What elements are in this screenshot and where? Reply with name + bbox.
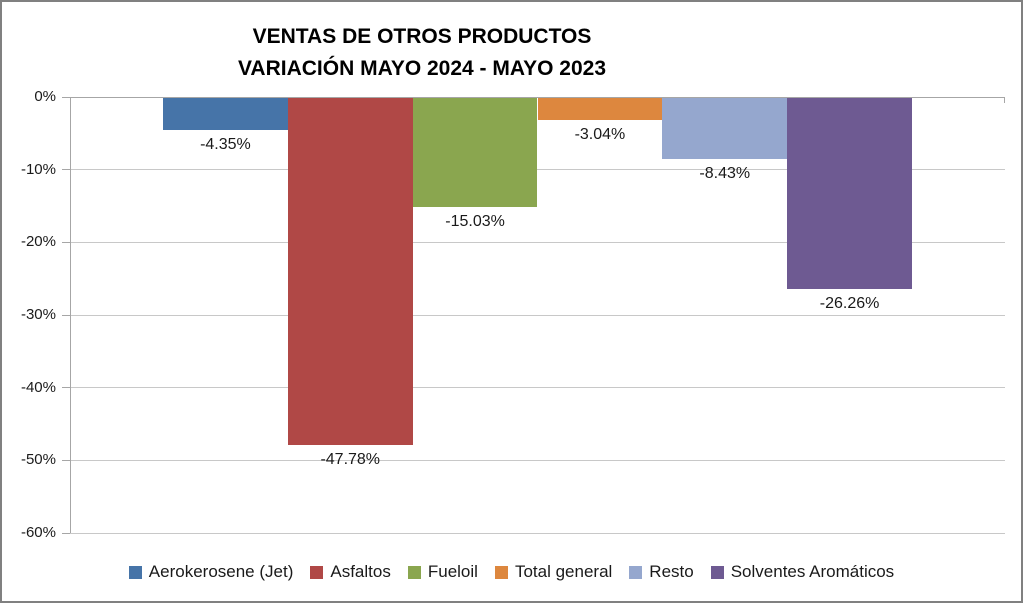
bar-data-label: -47.78% bbox=[320, 451, 381, 469]
x-axis-line bbox=[70, 96, 1005, 98]
y-axis-tick bbox=[62, 241, 70, 243]
legend-item-total-general: Total general bbox=[494, 562, 613, 582]
y-tick-label: -50% bbox=[20, 451, 56, 469]
bar-fueloil bbox=[412, 98, 538, 208]
bar-data-label: -26.26% bbox=[819, 294, 880, 312]
legend-swatch bbox=[629, 565, 643, 579]
y-tick-label: 0% bbox=[34, 88, 56, 105]
legend-swatch bbox=[128, 565, 142, 579]
chart-title-line1: VENTAS DE OTROS PRODUCTOS bbox=[252, 25, 592, 48]
y-axis-line bbox=[70, 97, 71, 533]
bar-asfaltos bbox=[287, 98, 413, 446]
legend-swatch bbox=[710, 565, 724, 579]
legend-swatch bbox=[407, 565, 421, 579]
legend-label: Solventes Aromáticos bbox=[730, 562, 895, 581]
legend-label: Resto bbox=[649, 562, 694, 581]
bar-data-label: -3.04% bbox=[574, 126, 626, 144]
legend-swatch bbox=[494, 565, 508, 579]
gridline bbox=[70, 169, 1005, 171]
legend: Aerokerosene (Jet) Asfaltos Fueloil Total g… bbox=[2, 559, 1021, 585]
bar-data-label: -4.35% bbox=[200, 135, 251, 153]
chart-title-line2: VARIACIÓN MAYO 2024 - MAYO 2023 bbox=[237, 57, 607, 80]
legend-item-fueloil: Fueloil bbox=[407, 562, 478, 582]
gridline bbox=[70, 241, 1005, 243]
y-axis-tick bbox=[62, 169, 70, 171]
y-tick-label: -40% bbox=[20, 378, 56, 396]
chart-title: VENTAS DE OTROS PRODUCTOS VARIACIÓN MAYO… bbox=[2, 21, 842, 85]
y-tick-label: -30% bbox=[20, 306, 56, 323]
legend-swatch bbox=[310, 565, 324, 579]
y-axis-tick bbox=[62, 314, 70, 316]
legend-item-asfaltos: Asfaltos bbox=[310, 562, 391, 582]
bar-solventes-arom-ticos bbox=[787, 98, 912, 289]
gridline bbox=[70, 532, 1005, 534]
y-tick-label: -10% bbox=[20, 160, 56, 178]
y-axis-tick bbox=[62, 459, 70, 461]
legend-item-resto: Resto bbox=[629, 562, 694, 582]
bar-aerokerosene-jet- bbox=[163, 98, 288, 130]
gridline bbox=[70, 314, 1005, 316]
y-tick-label: -20% bbox=[20, 233, 56, 251]
bar-data-label: -8.43% bbox=[699, 165, 751, 183]
legend-label: Total general bbox=[514, 562, 613, 581]
legend-label: Fueloil bbox=[427, 562, 478, 581]
bar-total-general bbox=[537, 98, 663, 121]
gridline bbox=[70, 459, 1005, 461]
legend-item-solventes-arom-ticos: Solventes Aromáticos bbox=[710, 562, 895, 582]
bar-resto bbox=[662, 98, 788, 160]
y-tick-label: -60% bbox=[20, 524, 56, 541]
legend-label: Asfaltos bbox=[330, 562, 391, 581]
gridline bbox=[70, 387, 1005, 389]
y-axis-tick bbox=[62, 387, 70, 389]
y-axis-tick bbox=[62, 96, 70, 98]
legend-item-aerokerosene-jet-: Aerokerosene (Jet) bbox=[128, 562, 294, 582]
bar-data-label: -15.03% bbox=[445, 213, 505, 231]
legend-label: Aerokerosene (Jet) bbox=[148, 562, 294, 581]
x-axis-end-tick bbox=[1004, 97, 1005, 103]
y-axis-tick bbox=[62, 532, 70, 534]
